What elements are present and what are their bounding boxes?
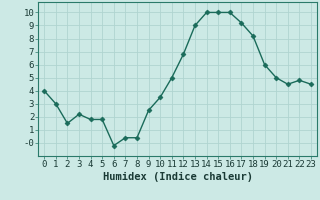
X-axis label: Humidex (Indice chaleur): Humidex (Indice chaleur) — [103, 172, 252, 182]
